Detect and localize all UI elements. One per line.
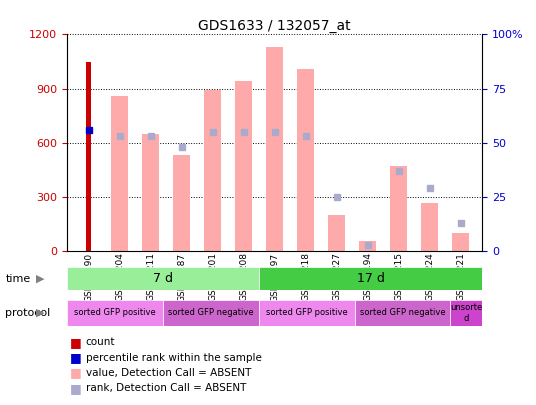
Text: ■: ■ — [70, 336, 81, 349]
Text: protocol: protocol — [5, 308, 50, 318]
Bar — [173, 156, 190, 251]
Text: value, Detection Call = ABSENT: value, Detection Call = ABSENT — [86, 368, 251, 378]
Bar — [297, 69, 314, 251]
Text: time: time — [5, 274, 31, 284]
Bar — [328, 215, 345, 251]
Bar — [163, 300, 259, 326]
Bar — [452, 233, 469, 251]
Text: unsorte
d: unsorte d — [450, 303, 482, 322]
Text: count: count — [86, 337, 115, 347]
Text: rank, Detection Call = ABSENT: rank, Detection Call = ABSENT — [86, 384, 246, 393]
Text: ■: ■ — [70, 351, 81, 364]
Text: percentile rank within the sample: percentile rank within the sample — [86, 353, 262, 362]
Text: ▶: ▶ — [36, 308, 44, 318]
Text: ▶: ▶ — [36, 274, 44, 284]
Bar — [259, 267, 482, 290]
Bar — [111, 96, 128, 251]
Bar — [204, 90, 221, 251]
Bar — [259, 300, 355, 326]
Text: ■: ■ — [70, 382, 81, 395]
Bar — [86, 62, 92, 251]
Bar — [67, 300, 163, 326]
Bar — [421, 203, 438, 251]
Text: ■: ■ — [70, 367, 81, 379]
Bar — [359, 241, 376, 251]
Title: GDS1633 / 132057_at: GDS1633 / 132057_at — [198, 19, 351, 33]
Text: sorted GFP negative: sorted GFP negative — [168, 308, 254, 318]
Text: sorted GFP positive: sorted GFP positive — [266, 308, 347, 318]
Bar — [67, 267, 259, 290]
Bar — [450, 300, 482, 326]
Bar — [390, 166, 407, 251]
Bar — [355, 300, 450, 326]
Bar — [142, 134, 159, 251]
Text: sorted GFP negative: sorted GFP negative — [360, 308, 445, 318]
Text: sorted GFP positive: sorted GFP positive — [74, 308, 156, 318]
Text: 7 d: 7 d — [153, 272, 173, 285]
Text: 17 d: 17 d — [356, 272, 384, 285]
Bar — [266, 47, 283, 251]
Bar — [235, 81, 252, 251]
